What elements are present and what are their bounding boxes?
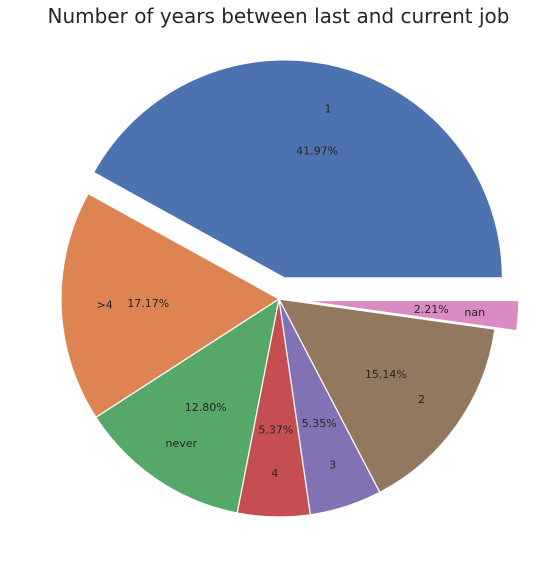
pie-slice-1 [92, 59, 504, 279]
pie-pct-label: 2.21% [414, 303, 449, 316]
pie-category-label: 2 [418, 393, 425, 406]
pie-category-label: 1 [324, 103, 331, 116]
pie-pct-label: 15.14% [365, 368, 407, 381]
pie-category-label: >4 [97, 299, 113, 312]
pie-slice-2 [277, 298, 496, 494]
pie-slice-nan [300, 299, 520, 332]
pie-category-label: 3 [329, 458, 336, 471]
pie-pct-label: 5.37% [258, 423, 293, 436]
pie-slice-4gt4 [60, 192, 281, 419]
pie-category-label: nan [464, 306, 485, 319]
pie-category-label: 4 [271, 467, 278, 480]
pie-pct-label: 17.17% [127, 297, 169, 310]
chart-title: Number of years between last and current… [47, 4, 510, 28]
pie-pct-label: 5.35% [302, 417, 337, 430]
pie-category-label: never [166, 437, 198, 450]
pie-pct-label: 12.80% [185, 401, 227, 414]
pie-slice-never [95, 297, 280, 514]
pie-pct-label: 41.97% [296, 145, 338, 158]
